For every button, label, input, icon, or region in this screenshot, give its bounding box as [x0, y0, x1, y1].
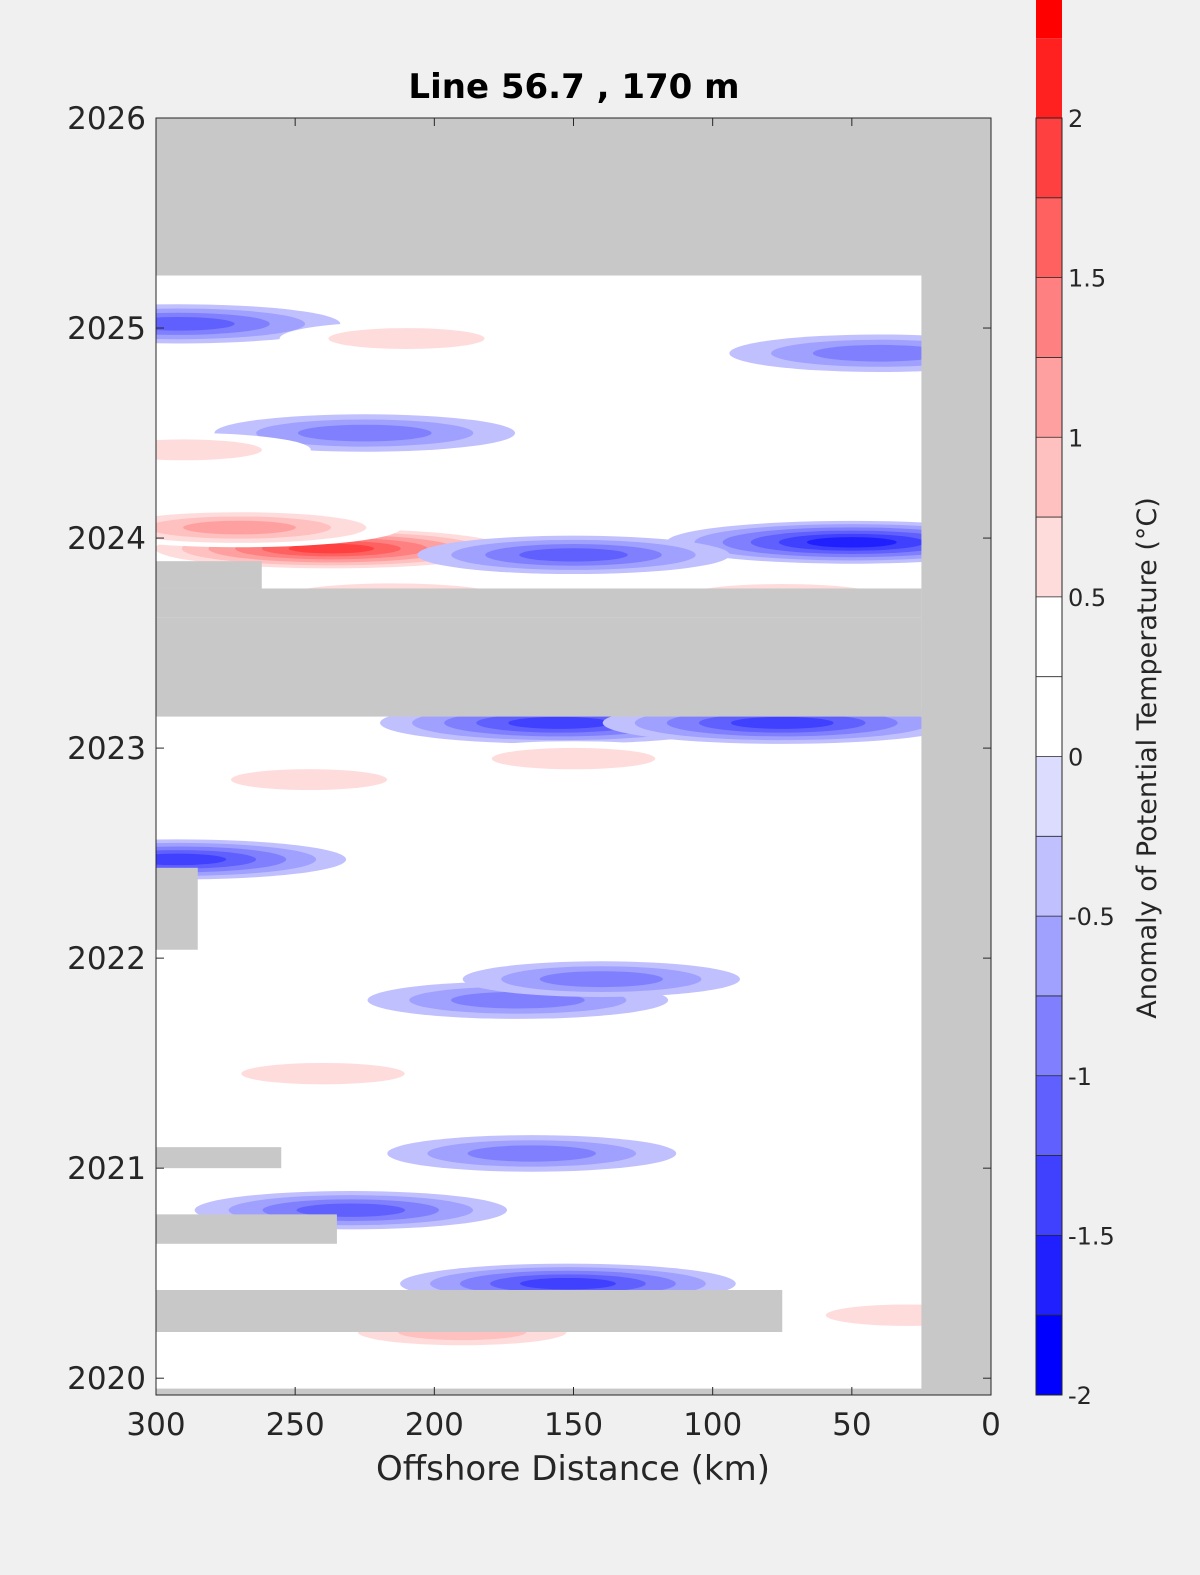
colorbar-tick-label: 2: [1068, 105, 1083, 133]
colorbar-swatch: [1036, 0, 1062, 39]
chart-title: Line 56.7 , 170 m: [408, 67, 739, 107]
anomaly-contour: [288, 543, 375, 554]
x-tick-label: 250: [266, 1407, 325, 1443]
colorbar-tick-label: 1.5: [1068, 265, 1106, 293]
plot-area: [155, 117, 992, 1396]
y-tick-label: 2024: [67, 521, 146, 557]
anomaly-contour: [183, 520, 296, 535]
x-tick-label: 200: [405, 1407, 464, 1443]
colorbar: -2 -1.5 -1 -0.5 0 0.5 1 1.5 2: [1035, 0, 1115, 1410]
y-tick-label: 2022: [67, 941, 146, 977]
colorbar-swatch: [1036, 676, 1062, 757]
anomaly-contour: [519, 1277, 616, 1290]
no-data-region: [156, 561, 262, 589]
y-tick-label: 2023: [67, 731, 146, 767]
no-data-region: [921, 118, 991, 1395]
anomaly-feature: [182, 762, 437, 797]
anomaly-contour: [156, 439, 262, 461]
x-tick-label: 150: [544, 1407, 603, 1443]
anomaly-contour: [451, 991, 585, 1009]
colorbar-tick-label: -0.5: [1068, 903, 1115, 931]
y-tick-label: 2026: [67, 101, 146, 137]
y-tick-label: 2020: [67, 1361, 146, 1397]
x-tick-label: 300: [126, 1407, 185, 1443]
anomaly-contour: [491, 747, 656, 770]
anomaly-contour: [328, 328, 485, 349]
anomaly-feature: [156, 839, 347, 880]
no-data-region: [156, 1147, 282, 1169]
x-axis: 300 250 200 150 100 50 0: [126, 118, 1001, 1443]
anomaly-contour: [296, 1203, 406, 1217]
anomaly-feature: [156, 507, 402, 548]
anomaly-contour: [539, 971, 663, 988]
colorbar-tick-label: -1.5: [1068, 1222, 1115, 1250]
no-data-region: [156, 1214, 337, 1244]
anomaly-feature: [440, 741, 707, 777]
colorbar-swatch: [1036, 1155, 1062, 1236]
x-tick-label: 100: [683, 1407, 742, 1443]
colorbar-frame: [1035, 117, 1063, 1396]
colorbar-swatch: [1036, 277, 1062, 358]
colorbar-tick-label: 0.5: [1068, 584, 1106, 612]
colorbar-swatch: [1036, 596, 1062, 677]
anomaly-feature: [462, 961, 740, 997]
no-data-region: [156, 588, 922, 618]
colorbar-swatch: [1036, 1075, 1062, 1156]
colorbar-swatch: [1036, 756, 1062, 837]
x-tick-label: 0: [981, 1407, 1001, 1443]
anomaly-contour: [730, 716, 834, 729]
y-axis: 2020 2021 2022 2023 2024 2025 2026: [67, 101, 991, 1397]
colorbar-swatch: [1036, 357, 1062, 438]
no-data-region: [156, 1388, 922, 1395]
colorbar-tick-label: 1: [1068, 424, 1083, 452]
anomaly-contour: [812, 344, 947, 362]
colorbar-label: Anomaly of Potential Temperature (°C): [1132, 497, 1163, 1019]
anomaly-contour: [230, 769, 388, 791]
anomaly-feature: [774, 1297, 991, 1333]
colorbar-tick-label: 0: [1068, 744, 1083, 772]
colorbar-swatch: [1036, 995, 1062, 1076]
colorbar-swatch: [1036, 916, 1062, 996]
colorbar-swatch: [1036, 437, 1062, 518]
anomaly-feature: [666, 520, 991, 564]
colorbar-tick-label: -2: [1068, 1382, 1092, 1410]
colorbar-swatch: [1036, 38, 1062, 118]
colorbar-swatch: [1036, 118, 1062, 198]
anomaly-feature: [190, 1056, 456, 1092]
no-data-region: [156, 1289, 783, 1332]
anomaly-contour: [806, 537, 897, 548]
anomaly-feature: [387, 1135, 677, 1172]
anomaly-contour: [519, 548, 628, 562]
y-tick-label: 2021: [67, 1151, 146, 1187]
anomaly-contour: [156, 317, 235, 331]
anomaly-feature: [417, 535, 730, 575]
no-data-region: [156, 118, 991, 276]
colorbar-swatch: [1036, 1315, 1062, 1395]
anomaly-feature: [156, 432, 311, 467]
x-axis-label: Offshore Distance (km): [376, 1449, 770, 1489]
colorbar-tick-label: -1: [1068, 1063, 1092, 1091]
y-tick-label: 2025: [67, 311, 146, 347]
no-data-region: [156, 867, 198, 950]
colorbar-swatch: [1036, 1235, 1062, 1316]
anomaly-contour: [241, 1062, 405, 1085]
anomaly-contour: [508, 716, 611, 729]
colorbar-swatch: [1036, 197, 1062, 278]
no-data-region: [156, 617, 922, 717]
no-data-regions: [156, 118, 991, 1395]
anomaly-contour: [467, 1145, 596, 1162]
anomaly-contour: [297, 424, 432, 442]
colorbar-swatch: [1036, 836, 1062, 917]
colorbar-swatch: [1036, 517, 1062, 597]
anomaly-contour: [156, 853, 227, 866]
anomaly-feature: [279, 321, 534, 356]
x-tick-label: 50: [832, 1407, 871, 1443]
